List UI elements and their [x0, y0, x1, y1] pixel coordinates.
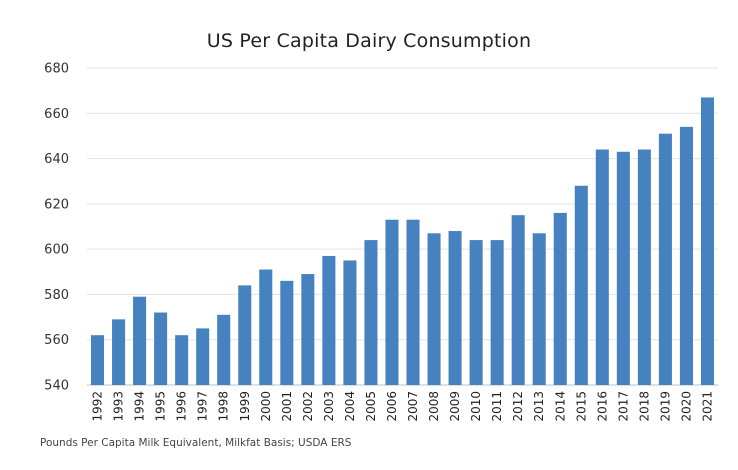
bar-2003 — [322, 255, 336, 385]
x-tick-label: 2011 — [490, 391, 504, 422]
bar-1992 — [91, 335, 105, 385]
x-tick-label: 1997 — [196, 391, 210, 422]
bar-2021 — [700, 97, 714, 385]
x-tick-label: 2008 — [427, 391, 441, 422]
x-tick-label: 2017 — [616, 391, 630, 422]
bar-1997 — [196, 328, 210, 385]
x-tick-label: 2006 — [385, 391, 399, 422]
x-axis-ticks: 1992 1993 1994 1995 1996 1997 1998 1999 2000 2001… — [91, 391, 715, 422]
x-tick-label: 2000 — [259, 391, 273, 422]
bar-2011 — [490, 240, 504, 385]
bar-2004 — [343, 260, 357, 385]
bar-1996 — [175, 335, 189, 385]
x-tick-label: 1999 — [238, 391, 252, 422]
x-tick-label: 1995 — [154, 391, 168, 422]
gridlines — [87, 67, 718, 386]
x-tick-label: 2013 — [532, 391, 546, 422]
x-tick-label: 2014 — [553, 391, 567, 422]
bar-2005 — [364, 240, 378, 385]
bar-2000 — [259, 269, 273, 385]
x-tick-label: 1993 — [112, 391, 126, 422]
y-tick-label: 540 — [44, 379, 69, 394]
y-tick-label: 680 — [44, 62, 69, 77]
x-tick-label: 2002 — [301, 391, 315, 422]
x-tick-label: 2007 — [406, 391, 420, 422]
bar-1999 — [238, 285, 252, 385]
y-tick-label: 640 — [44, 152, 69, 167]
x-tick-label: 2020 — [679, 391, 693, 422]
chart-title: US Per Capita Dairy Consumption — [206, 30, 532, 52]
bar-1998 — [217, 314, 231, 385]
bar-1994 — [133, 296, 147, 385]
y-tick-label: 560 — [44, 333, 69, 348]
bar-1993 — [112, 319, 126, 385]
bar-2020 — [679, 126, 693, 386]
x-tick-label: 1996 — [175, 391, 189, 422]
x-tick-label: 2015 — [574, 391, 588, 422]
bar-2010 — [469, 240, 483, 385]
source-note: Pounds Per Capita Milk Equivalent, Milkf… — [40, 437, 352, 449]
x-tick-label: 2004 — [343, 391, 357, 422]
x-tick-label: 1998 — [217, 391, 231, 422]
x-tick-label: 1994 — [133, 391, 147, 422]
x-tick-label: 2018 — [637, 391, 651, 422]
x-tick-label: 2012 — [511, 391, 525, 422]
bar-2019 — [658, 133, 672, 385]
bar-2002 — [301, 274, 315, 385]
bar-2008 — [427, 233, 441, 385]
bar-2016 — [595, 149, 609, 385]
x-tick-label: 2010 — [469, 391, 483, 422]
x-tick-label: 2005 — [364, 391, 378, 422]
bar-2015 — [574, 185, 588, 385]
x-tick-label: 2003 — [322, 391, 336, 422]
bar-1995 — [154, 312, 168, 385]
y-tick-label: 620 — [44, 197, 69, 212]
y-tick-label: 660 — [44, 107, 69, 122]
y-tick-label: 600 — [44, 243, 69, 258]
bar-2009 — [448, 231, 462, 385]
bar-2007 — [406, 219, 420, 385]
y-axis-ticks: 540 560 580 600 620 640 660 680 — [44, 62, 69, 394]
x-tick-label: 2021 — [700, 391, 714, 422]
bar-2012 — [511, 215, 525, 385]
bar-2018 — [637, 149, 651, 385]
bar-2017 — [616, 151, 630, 385]
y-tick-label: 580 — [44, 288, 69, 303]
x-tick-label: 2016 — [595, 391, 609, 422]
x-tick-label: 2019 — [658, 391, 672, 422]
bars — [91, 97, 714, 386]
bar-2013 — [532, 233, 546, 385]
x-tick-label: 1992 — [91, 391, 105, 422]
bar-2001 — [280, 280, 294, 385]
bar-2006 — [385, 219, 399, 385]
bar-2014 — [553, 212, 567, 385]
x-tick-label: 2009 — [448, 391, 462, 422]
x-tick-label: 2001 — [280, 391, 294, 422]
